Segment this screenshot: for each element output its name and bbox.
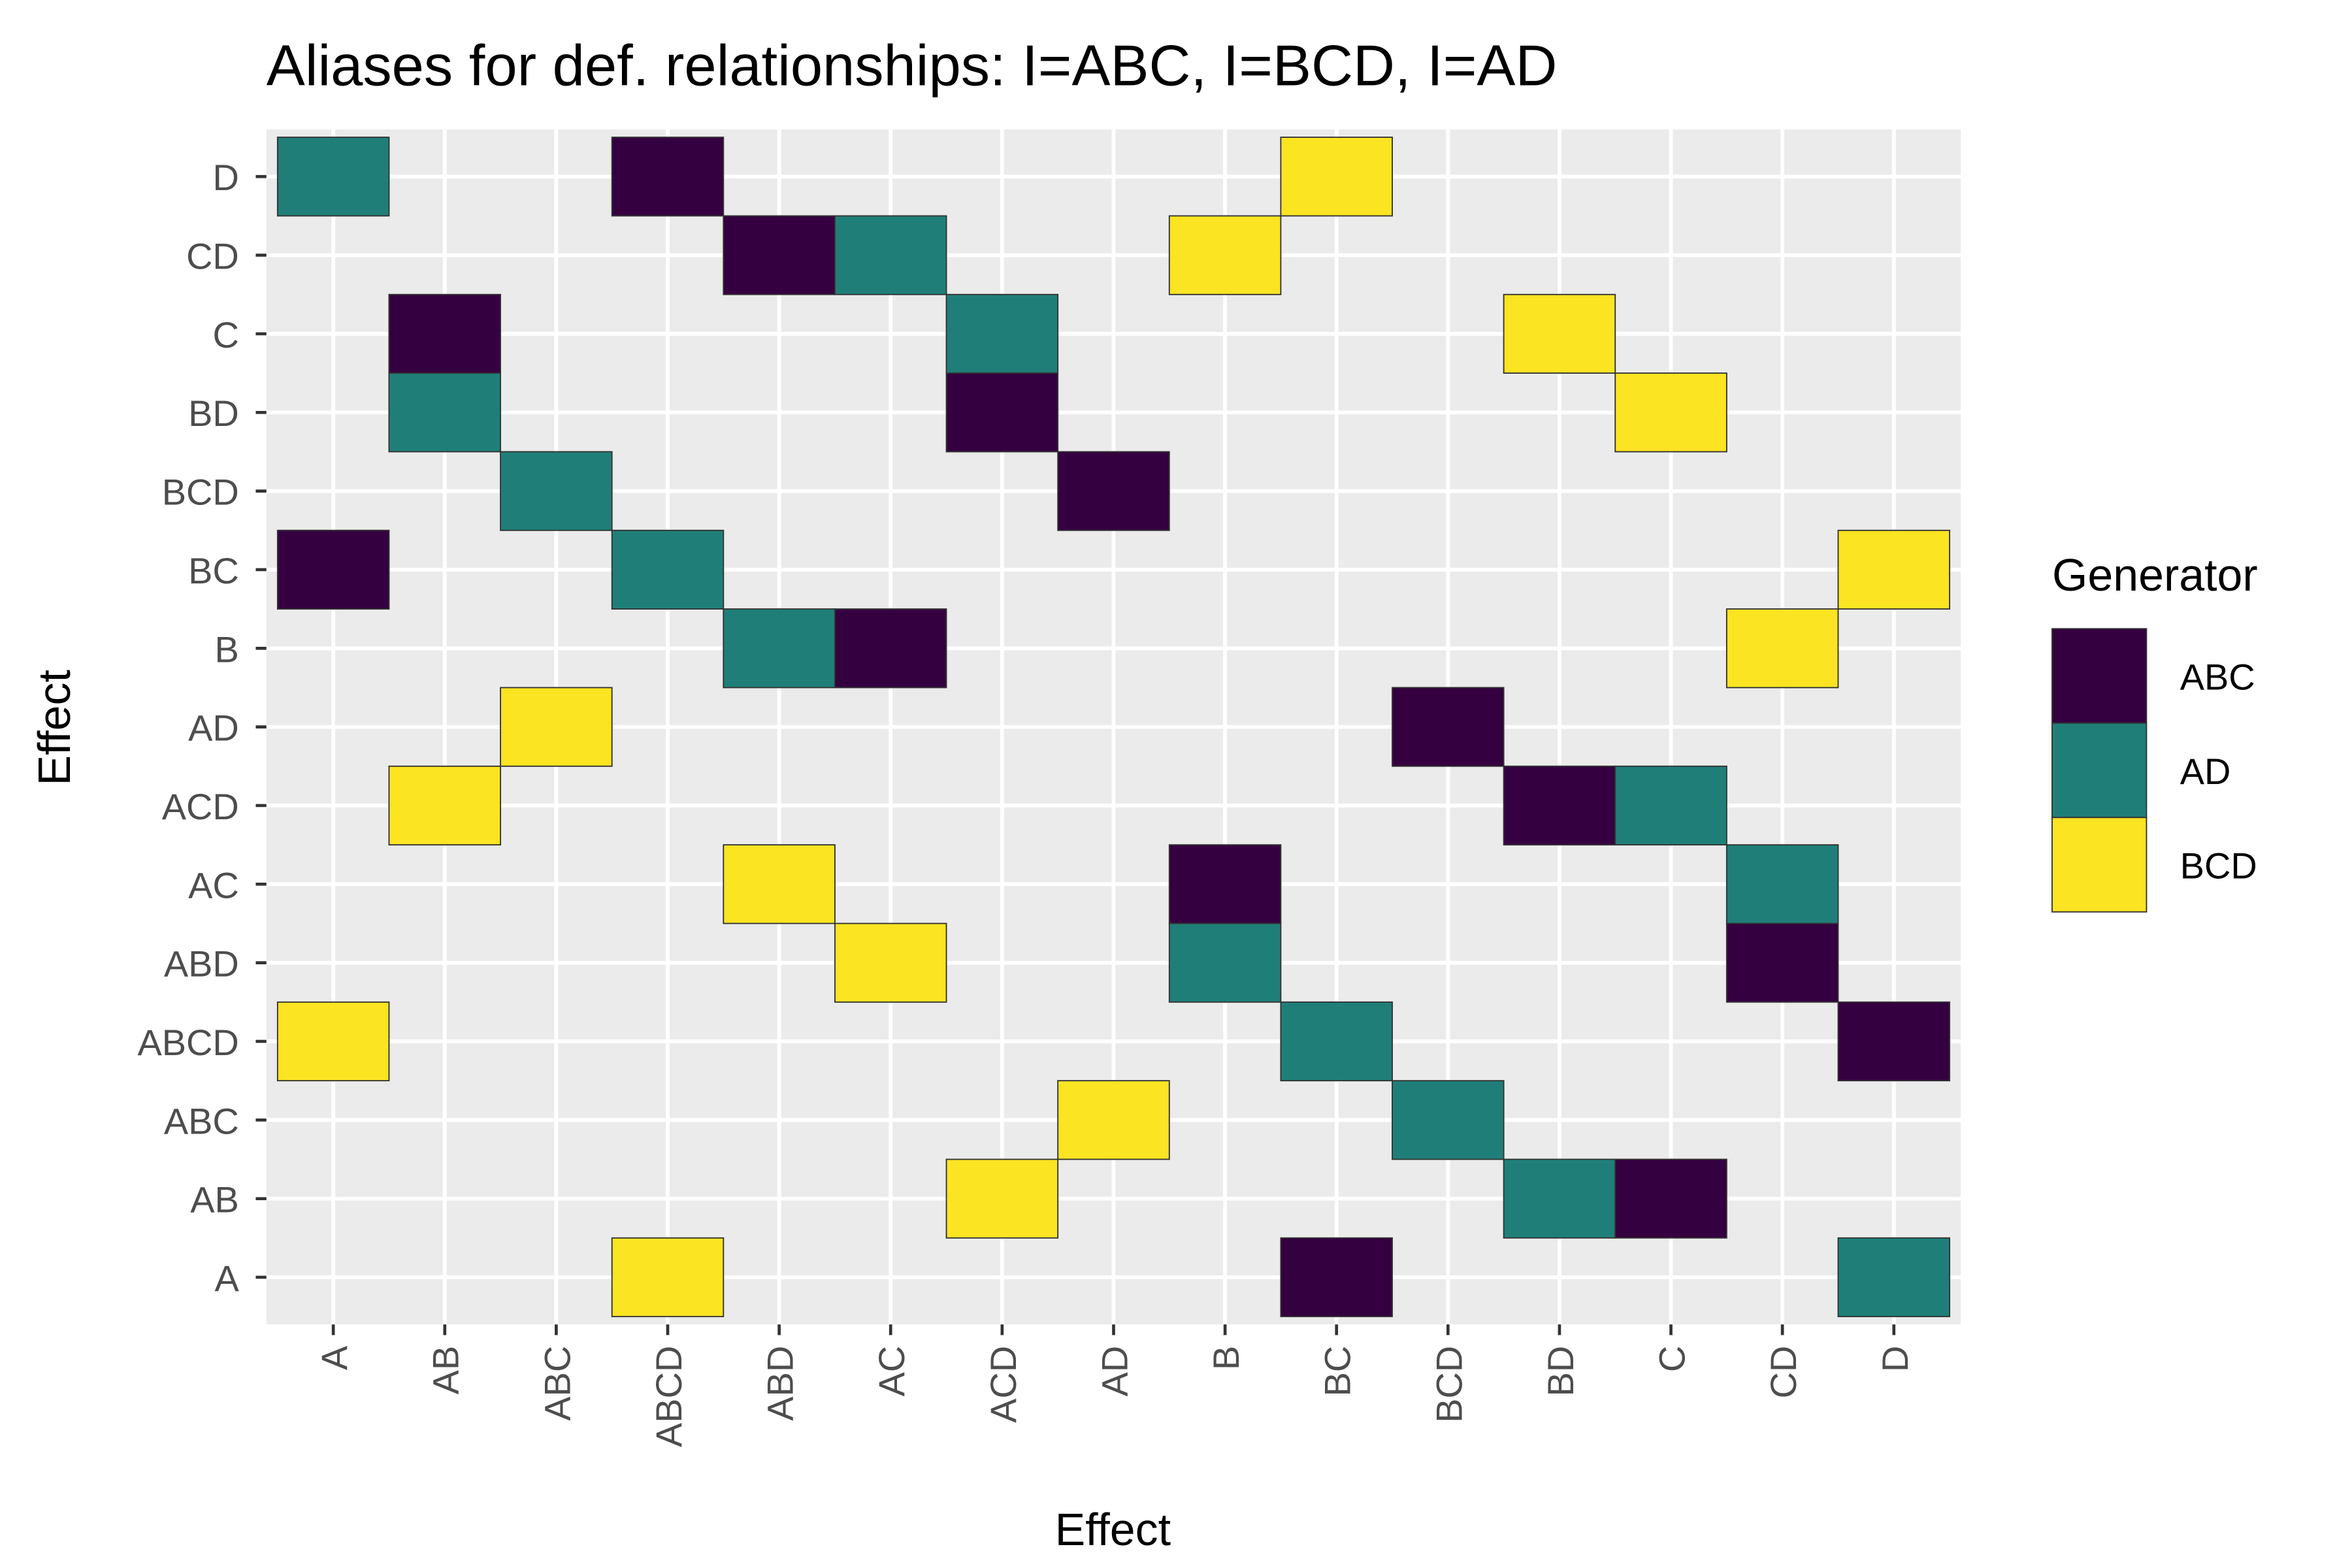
legend-label: ABC: [2180, 657, 2255, 698]
tile-ABC-AD: [1057, 1080, 1170, 1160]
x-tick-label: ABC: [536, 1346, 578, 1421]
x-axis: A AB ABC ABCD ABD AC ACD AD B BC BCD BD C CD D: [314, 1324, 1916, 1447]
tiles: [276, 137, 1951, 1318]
x-tick-label: BD: [1540, 1346, 1581, 1397]
y-tick-label: BC: [188, 550, 239, 591]
legend: Generator ABC AD BCD: [2051, 549, 2258, 913]
y-tick-label: ABC: [164, 1100, 239, 1141]
y-tick-label: A: [215, 1258, 240, 1299]
tile-D-A: [276, 137, 390, 217]
tile-AD-ABC: [500, 687, 613, 767]
x-tick-label: AB: [425, 1346, 466, 1395]
tile-A-D: [1837, 1237, 1951, 1318]
y-tick-label: ABD: [164, 943, 239, 985]
x-tick-label: AC: [871, 1346, 912, 1397]
y-tick-label: AC: [188, 864, 239, 906]
tile-AB-ACD: [945, 1158, 1059, 1239]
x-tick-label: AD: [1094, 1346, 1135, 1397]
y-tick-label: ABCD: [137, 1022, 238, 1063]
x-tick-label: ACD: [983, 1346, 1024, 1423]
x-tick-label: D: [1874, 1346, 1916, 1372]
tile-A-BC: [1280, 1237, 1393, 1318]
x-tick-label: BCD: [1428, 1346, 1469, 1423]
y-tick-label: D: [212, 157, 238, 198]
y-tick-label: C: [212, 314, 238, 355]
x-tick-label: A: [314, 1345, 355, 1370]
tile-ABCD-A: [276, 1001, 390, 1082]
y-tick-label: CD: [186, 236, 239, 277]
chart-title: Aliases for def. relationships: I=ABC, I…: [267, 33, 1558, 97]
y-axis: A AB ABC ABCD ABD AC ACD AD B BC BCD BD C CD D: [137, 157, 267, 1299]
tile-CD-AC: [834, 215, 947, 295]
tile-BCD-AD: [1057, 451, 1170, 531]
x-tick-label: ABD: [760, 1346, 801, 1421]
tile-AC-B: [1168, 844, 1282, 924]
tile-BD-AB: [388, 372, 501, 453]
tile-AD-BCD: [1392, 687, 1505, 767]
tile-BD-ACD: [945, 372, 1059, 453]
tile-B-AC: [834, 608, 947, 689]
legend-key: [2051, 817, 2148, 913]
legend-key: [2051, 722, 2148, 819]
tile-ABC-BCD: [1392, 1080, 1505, 1160]
tile-AC-ABD: [723, 844, 836, 924]
tile-ABD-CD: [1725, 923, 1839, 1003]
y-tick-label: ACD: [162, 786, 239, 827]
y-tick-label: BCD: [162, 472, 239, 513]
x-tick-label: C: [1652, 1346, 1693, 1372]
x-tick-label: B: [1205, 1346, 1247, 1370]
tile-CD-ABD: [723, 215, 836, 295]
y-tick-label: AD: [188, 708, 239, 749]
legend-label: AD: [2180, 751, 2231, 792]
tile-BC-ABCD: [611, 529, 725, 610]
tile-ACD-C: [1614, 765, 1727, 846]
x-axis-title: Effect: [1055, 1504, 1171, 1555]
x-tick-label: BC: [1317, 1346, 1358, 1397]
tile-BC-D: [1837, 529, 1951, 610]
tile-C-ACD: [945, 293, 1059, 374]
tile-C-AB: [388, 293, 501, 374]
legend-title: Generator: [2052, 549, 2258, 600]
tile-C-BD: [1503, 293, 1616, 374]
tile-BCD-ABC: [500, 451, 613, 531]
legend-label: BCD: [2180, 845, 2257, 886]
y-axis-title: Effect: [29, 670, 80, 785]
x-tick-label: CD: [1763, 1346, 1804, 1399]
tile-ABD-AC: [834, 923, 947, 1003]
tile-B-ABD: [723, 608, 836, 689]
tile-BC-A: [276, 529, 390, 610]
tile-CD-B: [1168, 215, 1282, 295]
tile-ABD-B: [1168, 923, 1282, 1003]
tile-AB-BD: [1503, 1158, 1616, 1239]
tile-ABCD-BC: [1280, 1001, 1393, 1082]
y-tick-label: BD: [188, 393, 239, 434]
y-tick-label: AB: [190, 1179, 239, 1220]
tile-B-CD: [1725, 608, 1839, 689]
tile-AB-C: [1614, 1158, 1727, 1239]
tile-ACD-AB: [388, 765, 501, 846]
tile-BD-C: [1614, 372, 1727, 453]
x-tick-label: ABCD: [648, 1346, 689, 1447]
tile-ABCD-D: [1837, 1001, 1951, 1082]
tile-ACD-BD: [1503, 765, 1616, 846]
legend-key: [2051, 628, 2148, 724]
tile-D-ABCD: [611, 137, 725, 217]
tile-D-BC: [1280, 137, 1393, 217]
tile-A-ABCD: [611, 1237, 725, 1318]
tile-AC-CD: [1725, 844, 1839, 924]
y-tick-label: B: [215, 629, 239, 670]
